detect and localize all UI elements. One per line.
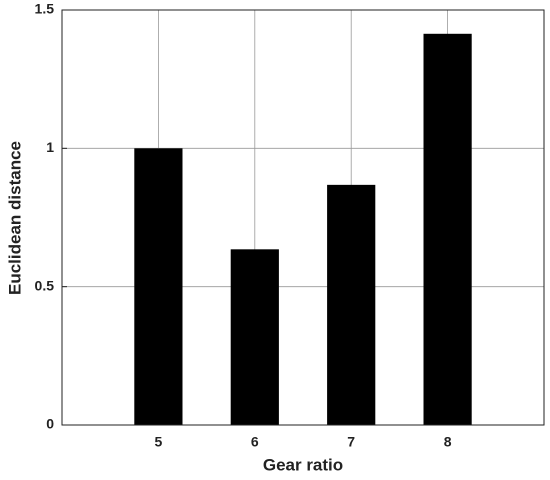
x-tick-label: 5 [155, 434, 163, 450]
bar [134, 148, 183, 426]
x-tick-label: 7 [347, 434, 355, 450]
plot-frame [61, 9, 545, 426]
x-tick-label: 6 [251, 434, 259, 450]
x-axis-label: Gear ratio [263, 455, 343, 474]
bar [327, 184, 376, 425]
bar [423, 33, 472, 425]
y-axis-label: Euclidean distance [5, 141, 24, 295]
y-tick-label: 0.5 [35, 277, 55, 293]
x-tick-label: 8 [444, 434, 452, 450]
y-tick-label: 1.5 [35, 1, 55, 17]
y-tick-label: 0 [46, 416, 54, 432]
y-tick-label: 1 [46, 139, 54, 155]
bar [230, 249, 279, 425]
